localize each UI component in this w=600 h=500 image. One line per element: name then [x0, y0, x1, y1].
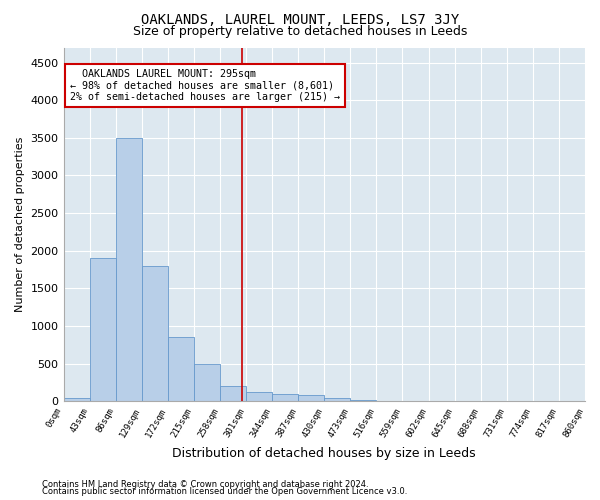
Bar	[324, 398, 350, 402]
Text: OAKLANDS, LAUREL MOUNT, LEEDS, LS7 3JY: OAKLANDS, LAUREL MOUNT, LEEDS, LS7 3JY	[141, 12, 459, 26]
Bar	[142, 266, 168, 402]
Text: Contains HM Land Registry data © Crown copyright and database right 2024.: Contains HM Land Registry data © Crown c…	[42, 480, 368, 489]
Text: Contains public sector information licensed under the Open Government Licence v3: Contains public sector information licen…	[42, 487, 407, 496]
Bar	[64, 398, 89, 402]
Bar	[246, 392, 272, 402]
Bar	[220, 386, 246, 402]
Bar	[298, 396, 324, 402]
Y-axis label: Number of detached properties: Number of detached properties	[15, 137, 25, 312]
Bar	[350, 400, 376, 402]
X-axis label: Distribution of detached houses by size in Leeds: Distribution of detached houses by size …	[172, 447, 476, 460]
Bar	[168, 338, 194, 402]
Bar	[194, 364, 220, 402]
Bar	[376, 400, 403, 402]
Text: OAKLANDS LAUREL MOUNT: 295sqm  
← 98% of detached houses are smaller (8,601)
2% : OAKLANDS LAUREL MOUNT: 295sqm ← 98% of d…	[70, 68, 340, 102]
Bar	[272, 394, 298, 402]
Bar	[116, 138, 142, 402]
Bar	[89, 258, 116, 402]
Text: Size of property relative to detached houses in Leeds: Size of property relative to detached ho…	[133, 25, 467, 38]
